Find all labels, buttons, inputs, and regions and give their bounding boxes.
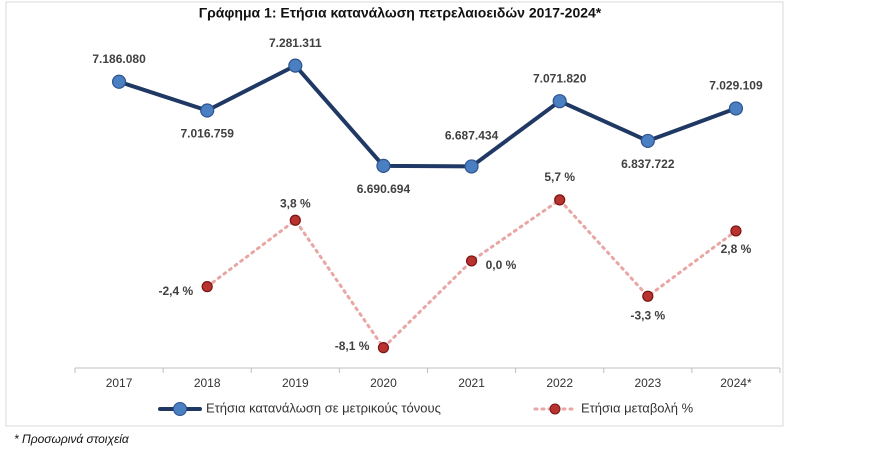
data-label: 6.690.694	[357, 182, 411, 196]
marker	[201, 281, 213, 293]
marker	[288, 58, 303, 73]
marker	[376, 158, 391, 173]
chart-frame	[5, 1, 784, 427]
marker	[465, 255, 478, 267]
x-tick-label: 2023	[634, 376, 661, 390]
data-label: 2,8 %	[721, 242, 752, 256]
data-label: 5,7 %	[544, 170, 575, 184]
data-label: 6.837.722	[621, 157, 675, 171]
x-tick-label: 2019	[282, 376, 309, 390]
data-label: 7.029.109	[709, 79, 763, 93]
footnote: * Προσωρινά στοιχεία	[14, 432, 130, 446]
chart-title: Γράφημα 1: Ετήσια κατανάλωση πετρελαιοει…	[199, 5, 602, 21]
data-label: -3,3 %	[630, 308, 665, 322]
marker	[200, 103, 215, 118]
marker	[728, 101, 744, 116]
series-line	[117, 63, 738, 169]
data-label: 7.281.311	[269, 36, 322, 50]
data-label: 7.071.820	[533, 71, 587, 85]
data-label: 7.186.080	[92, 52, 146, 66]
marker	[554, 194, 566, 206]
x-tick-label: 2021	[458, 376, 485, 390]
x-tick-label: 2017	[106, 376, 133, 390]
legend-marker	[549, 403, 561, 415]
data-label: 6.687.434	[445, 129, 499, 143]
x-tick-label: 2022	[546, 376, 573, 390]
series-line	[205, 198, 738, 350]
marker	[377, 342, 390, 354]
legend-label: Ετήσια μεταβολή %	[581, 400, 694, 415]
legend-marker	[173, 402, 187, 416]
marker	[552, 94, 567, 109]
data-label: 0,0 %	[486, 258, 517, 272]
marker	[289, 214, 301, 226]
x-tick-label: 2020	[370, 376, 397, 390]
marker	[730, 225, 742, 237]
marker	[464, 159, 479, 174]
legend-label: Ετήσια κατανάλωση σε μετρικούς τόνους	[206, 400, 441, 415]
x-tick-label: 2024*	[720, 376, 752, 390]
marker	[640, 133, 655, 149]
marker	[111, 74, 127, 89]
data-label: 3,8 %	[280, 196, 311, 210]
marker	[642, 290, 654, 302]
data-label: -8,1 %	[335, 339, 370, 353]
data-label: 7.016.759	[180, 127, 234, 141]
data-label: -2,4 %	[159, 284, 194, 298]
x-tick-label: 2018	[194, 376, 221, 390]
